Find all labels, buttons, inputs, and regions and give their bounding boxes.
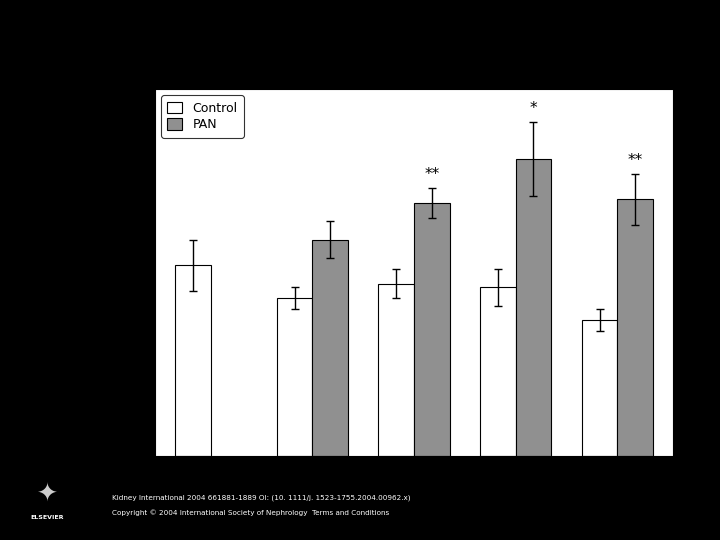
Bar <box>582 320 617 456</box>
Legend: Control, PAN: Control, PAN <box>161 96 243 138</box>
Text: Copyright © 2004 International Society of Nephrology  Terms and Conditions: Copyright © 2004 International Society o… <box>112 509 389 516</box>
Bar <box>516 159 552 456</box>
Bar <box>480 287 516 456</box>
X-axis label: Treatment period, days: Treatment period, days <box>323 487 505 500</box>
Bar <box>175 265 211 456</box>
Text: ELSEVIER: ELSEVIER <box>30 515 64 521</box>
Bar <box>617 199 653 456</box>
Y-axis label: CAT activity, mU/500k podocytes: CAT activity, mU/500k podocytes <box>109 170 122 376</box>
Text: Figure 6: Figure 6 <box>332 39 388 53</box>
Text: **: ** <box>627 153 643 168</box>
Bar <box>379 284 414 456</box>
Text: **: ** <box>424 167 439 183</box>
Text: ✦: ✦ <box>37 483 58 507</box>
Bar <box>276 299 312 456</box>
Bar <box>312 240 348 456</box>
Text: Kidney International 2004 661881-1889 OI: (10. 1111/j. 1523-1755.2004.00962.x): Kidney International 2004 661881-1889 OI… <box>112 495 410 501</box>
Bar <box>414 203 449 456</box>
Text: *: * <box>530 102 537 116</box>
